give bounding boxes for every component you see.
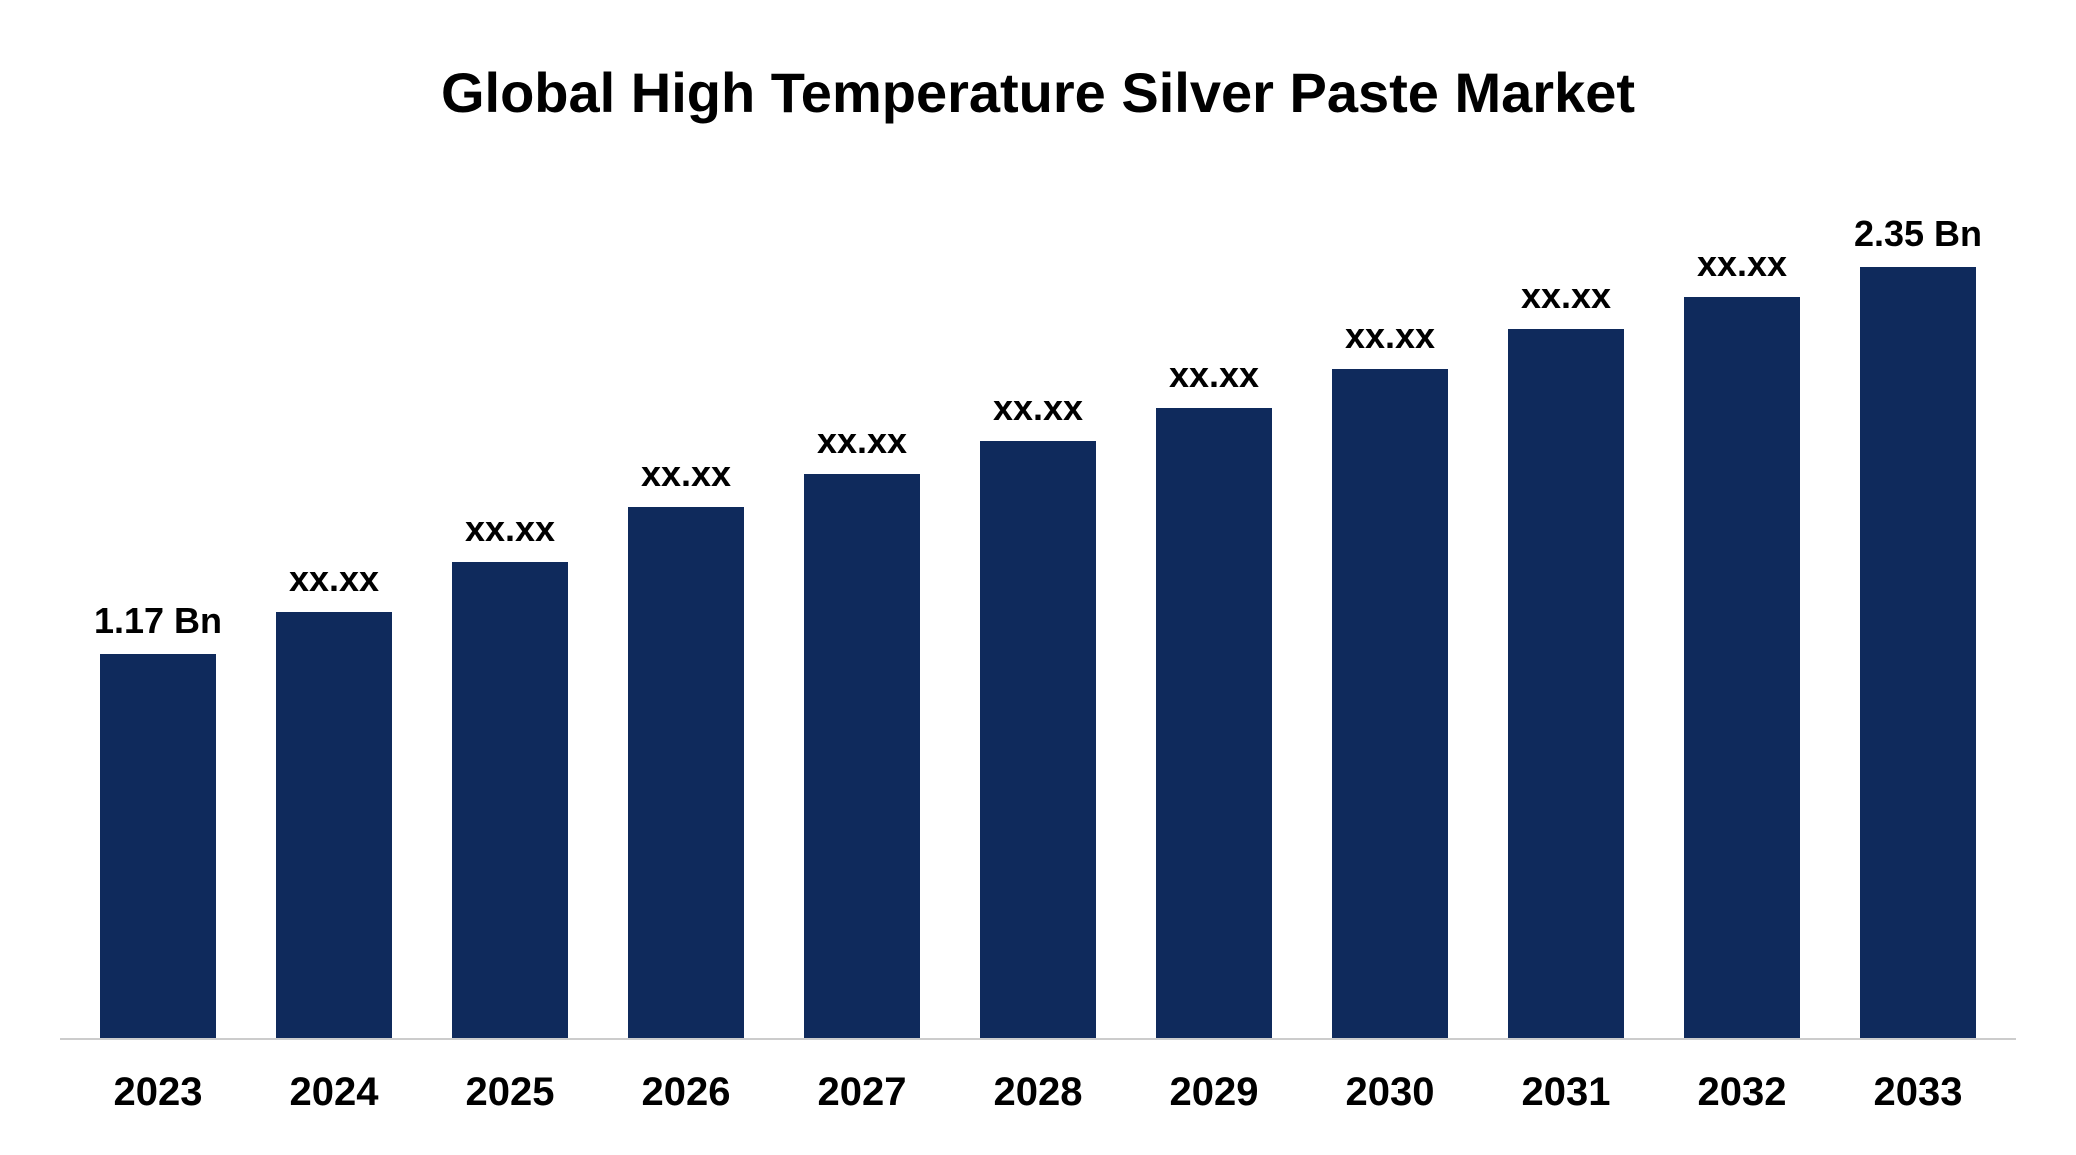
bar bbox=[452, 562, 567, 1038]
bar-value-label: xx.xx bbox=[1697, 243, 1787, 285]
bar-value-label: xx.xx bbox=[1521, 275, 1611, 317]
bar bbox=[804, 474, 919, 1038]
bar bbox=[1156, 408, 1271, 1038]
bar-group: xx.xx bbox=[1662, 185, 1822, 1038]
bar-group: xx.xx bbox=[958, 185, 1118, 1038]
bar-value-label: xx.xx bbox=[1169, 354, 1259, 396]
bar-value-label: xx.xx bbox=[465, 508, 555, 550]
x-tick-label: 2026 bbox=[606, 1070, 766, 1115]
bar-value-label: 1.17 Bn bbox=[94, 600, 222, 642]
bar-value-label: xx.xx bbox=[1345, 315, 1435, 357]
bar bbox=[1508, 329, 1623, 1038]
x-tick-label: 2027 bbox=[782, 1070, 942, 1115]
bar-group: xx.xx bbox=[254, 185, 414, 1038]
bar bbox=[100, 654, 215, 1038]
bar bbox=[1332, 369, 1447, 1038]
bar bbox=[1860, 267, 1975, 1038]
x-tick-label: 2024 bbox=[254, 1070, 414, 1115]
x-axis: 2023 2024 2025 2026 2027 2028 2029 2030 2031 2032… bbox=[60, 1070, 2016, 1115]
x-tick-label: 2030 bbox=[1310, 1070, 1470, 1115]
bar bbox=[1684, 297, 1799, 1038]
bar-group: xx.xx bbox=[1486, 185, 1646, 1038]
bar-group: xx.xx bbox=[1134, 185, 1294, 1038]
plot-area: 1.17 Bn xx.xx xx.xx xx.xx xx.xx xx.xx xx.xx xx.… bbox=[60, 185, 2016, 1040]
bar-group: xx.xx bbox=[430, 185, 590, 1038]
x-tick-label: 2033 bbox=[1838, 1070, 1998, 1115]
bar-group: 1.17 Bn bbox=[78, 185, 238, 1038]
x-tick-label: 2032 bbox=[1662, 1070, 1822, 1115]
bar bbox=[628, 507, 743, 1038]
x-tick-label: 2025 bbox=[430, 1070, 590, 1115]
bar-group: xx.xx bbox=[782, 185, 942, 1038]
bar-group: xx.xx bbox=[606, 185, 766, 1038]
bar-group: 2.35 Bn bbox=[1838, 185, 1998, 1038]
bar-group: xx.xx bbox=[1310, 185, 1470, 1038]
bar-value-label: 2.35 Bn bbox=[1854, 213, 1982, 255]
bar bbox=[276, 612, 391, 1039]
bar-value-label: xx.xx bbox=[641, 453, 731, 495]
bar-chart: Global High Temperature Silver Paste Mar… bbox=[60, 40, 2016, 1115]
x-tick-label: 2023 bbox=[78, 1070, 238, 1115]
bar-value-label: xx.xx bbox=[289, 558, 379, 600]
x-tick-label: 2029 bbox=[1134, 1070, 1294, 1115]
bar bbox=[980, 441, 1095, 1038]
x-tick-label: 2028 bbox=[958, 1070, 1118, 1115]
x-tick-label: 2031 bbox=[1486, 1070, 1646, 1115]
bar-value-label: xx.xx bbox=[817, 420, 907, 462]
bar-value-label: xx.xx bbox=[993, 387, 1083, 429]
chart-title: Global High Temperature Silver Paste Mar… bbox=[60, 60, 2016, 125]
